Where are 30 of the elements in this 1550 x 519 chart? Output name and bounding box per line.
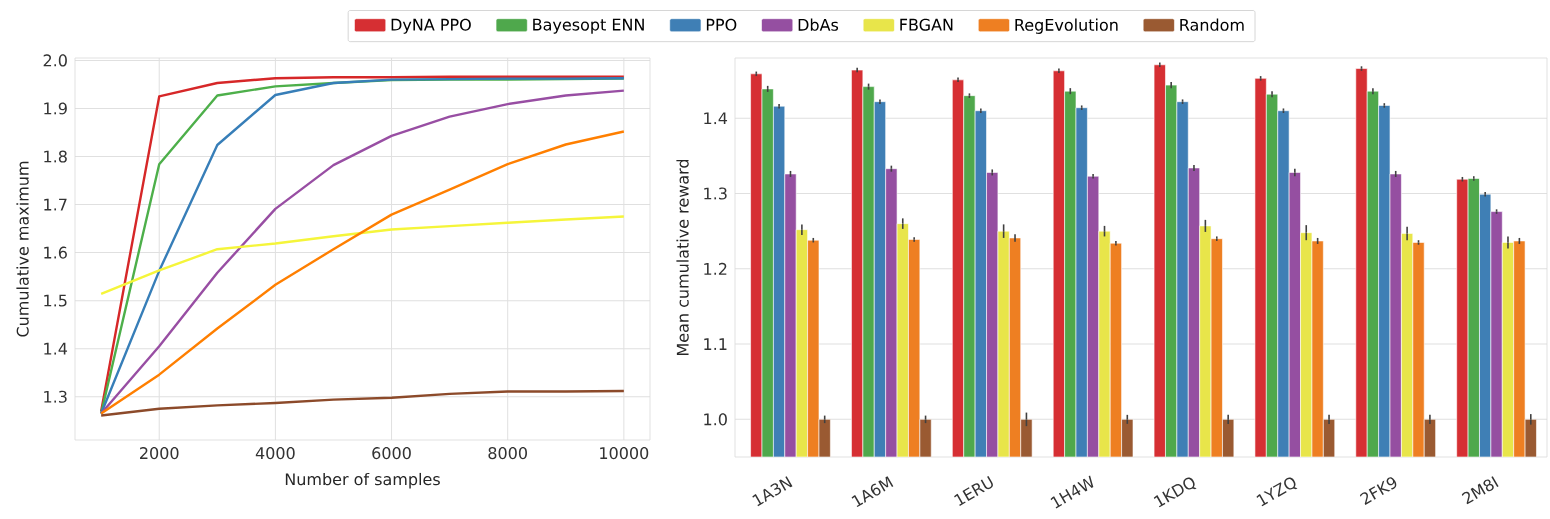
y-tick-label: 1.1 — [704, 338, 727, 350]
x-tick-label: 2000 — [140, 446, 179, 460]
y-tick-label: 1.3 — [44, 390, 67, 403]
legend-label: DbAs — [798, 18, 839, 31]
y-tick-label: 1.4 — [44, 342, 68, 355]
legend-label: PPO — [706, 18, 737, 31]
y-tick-label: 1.5 — [44, 294, 67, 307]
x-tick-label: 10000 — [600, 446, 649, 460]
legend-label: FBGAN — [900, 18, 953, 31]
x-tick-label: 8000 — [488, 446, 527, 460]
y-tick-label: 1.2 — [704, 262, 727, 275]
y-tick-label: 1.0 — [704, 413, 727, 426]
legend-label: Bayesopt ENN — [533, 18, 644, 34]
y-tick-label: 1.3 — [704, 187, 727, 200]
y-axis-title: Cumulative maximum — [16, 161, 29, 337]
y-axis-title: Mean cumulative reward — [676, 159, 689, 355]
y-tick-label: 1.7 — [44, 198, 67, 211]
y-tick-label: 1.8 — [44, 150, 67, 163]
y-tick-label: 1.6 — [44, 246, 67, 259]
x-tick-label: 4000 — [255, 446, 295, 460]
x-axis-title: Number of samples — [285, 472, 440, 489]
legend-label: DyNA PPO — [391, 18, 471, 34]
legend-label: Random — [1180, 18, 1244, 31]
x-tick-label: 6000 — [372, 446, 411, 460]
legend-label: RegEvolution — [1015, 18, 1118, 34]
line-series — [99, 215, 626, 296]
y-tick-label: 2.0 — [43, 54, 67, 67]
line-series — [99, 389, 626, 417]
y-tick-label: 1.9 — [44, 102, 67, 115]
y-tick-label: 1.4 — [704, 112, 728, 124]
